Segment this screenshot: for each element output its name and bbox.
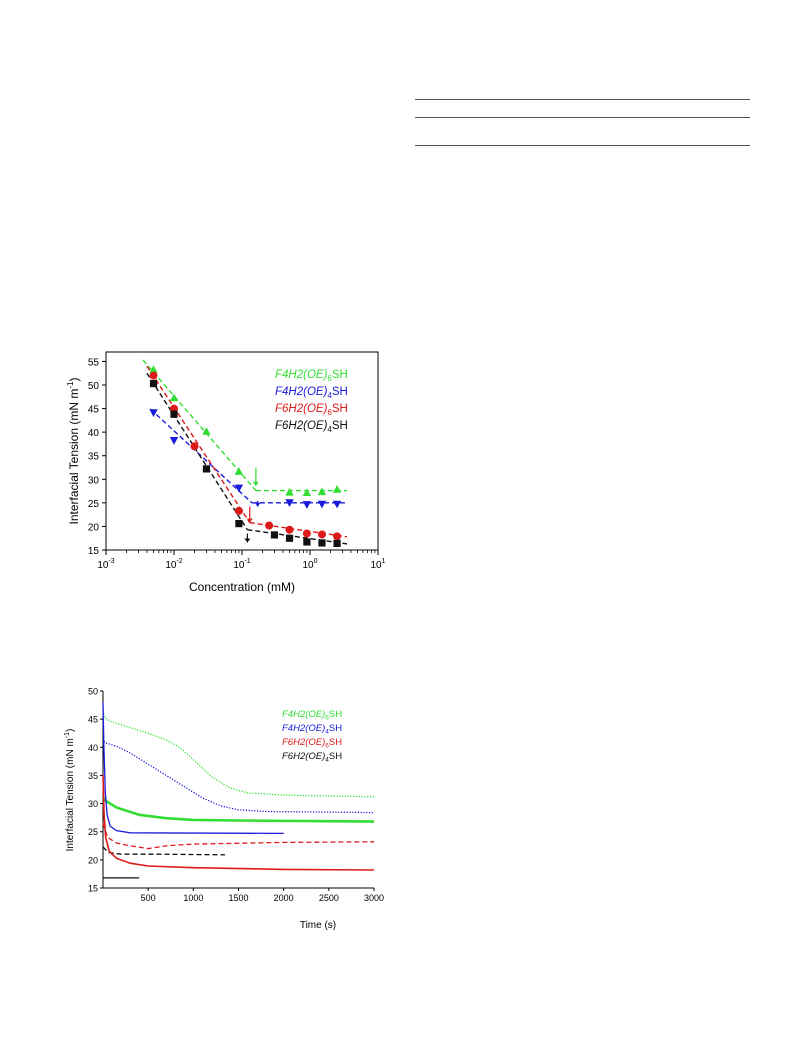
c1-data-point [317,530,326,539]
c1-y-tick-label: 35 [88,452,100,463]
c2-y-tick-label: 50 [88,687,98,697]
c1-data-point [235,520,243,528]
c1-y-axis-label: Interfacial Tension (mN m-1) [66,378,81,525]
c1-data-point [202,427,211,435]
c2-y-axis-label: Interfacial Tension (mN m-1) [64,729,76,852]
c1-fit-line [146,372,248,531]
c1-data-point [265,521,274,530]
c1-cmc-arrow-head [246,518,253,523]
c1-y-tick-label: 20 [88,522,100,533]
c2-y-tick-label: 40 [88,743,98,753]
c2-series-line [102,702,284,835]
c1-data-point [302,488,312,497]
c1-x-tick-label: 101 [370,558,385,571]
c2-x-tick-label: 500 [141,893,156,903]
c2-series-line [101,796,375,823]
c1-y-tick-label: 55 [88,357,100,368]
c2-y-tick-label: 25 [88,827,98,837]
c1-fit-line [142,359,257,492]
c1-y-tick-label: 15 [88,546,100,557]
c2-legend-entry: F4H2(OE)4SH [282,723,342,736]
c1-data-point [202,465,211,473]
c1-x-tick-label: 100 [302,558,317,571]
table-header-rule [415,117,750,118]
c2-x-tick-label: 2500 [319,893,339,903]
c1-data-point [302,529,311,538]
c1-data-point [149,379,158,388]
c2-series-line [102,775,375,871]
c1-data-point [318,539,326,547]
c2-legend-entry: F6H2(OE)4SH [282,751,342,764]
c1-x-tick-label: 10-2 [165,558,182,571]
c1-data-point [332,485,342,493]
c1-data-point [190,442,199,451]
c2-x-tick-label: 2000 [274,893,294,903]
c2-y-tick-label: 45 [88,715,98,725]
c1-fit-line [247,529,348,545]
c2-legend-entry: F4H2(OE)6SH [282,709,342,722]
c1-fit-line [146,365,251,524]
c1-cmc-arrow-head [254,502,261,507]
c1-data-point [333,532,342,541]
c1-fit-line [149,408,253,504]
c2-y-tick-label: 20 [88,855,98,865]
c2-series-line [102,823,375,850]
c1-x-tick-label: 10-3 [97,558,114,571]
c1-data-point [317,487,327,496]
c1-data-point [169,393,179,402]
c2-x-axis-label: Time (s) [300,920,336,931]
c1-legend-entry: F4H2(OE)4SH [275,386,348,400]
c1-data-point [170,410,178,418]
c2-series-line [102,846,225,856]
c1-data-point [285,487,294,496]
c1-data-point [149,371,158,380]
c1-data-point [317,500,327,509]
c2-y-tick-label: 30 [88,799,98,809]
c1-legend-entry: F6H2(OE)4SH [275,420,348,434]
c1-y-tick-label: 45 [88,405,100,416]
c2-y-tick-label: 35 [88,771,98,781]
c2-x-tick-label: 3000 [364,893,384,903]
c2-series-line [102,710,375,798]
c1-legend-entry: F6H2(OE)6SH [275,403,348,417]
c1-data-point [285,499,294,507]
c1-data-point [302,501,312,509]
c1-data-point [333,539,341,547]
c1-data-point [149,365,158,374]
c2-series-line [102,738,375,814]
c1-cmc-arrow-head [252,481,259,486]
c1-data-point [170,404,178,413]
table-top-rule [415,99,750,100]
c2-x-tick-label: 1000 [183,893,203,903]
c1-data-point [234,506,243,515]
c1-legend-entry: F4H2(OE)6SH [275,369,348,383]
c1-data-point [270,531,279,539]
c1-data-point [149,409,158,417]
c1-cmc-arrow-head [244,538,251,543]
c1-data-point [285,534,294,542]
c1-data-point [332,500,342,509]
c1-y-tick-label: 30 [88,475,100,486]
c2-legend-entry: F6H2(OE)6SH [282,737,342,750]
c1-data-point [303,538,311,546]
c1-x-tick-label: 10-1 [233,558,250,571]
c1-y-tick-label: 40 [88,428,100,439]
c1-data-point [285,525,294,534]
c1-y-tick-label: 25 [88,499,100,510]
c1-data-point [234,484,244,493]
c2-y-tick-label: 15 [88,884,98,894]
c1-data-point [234,467,244,475]
c1-x-axis-label: Concentration (mM) [189,580,295,594]
c1-y-tick-label: 50 [88,381,100,392]
c1-data-point [169,437,179,445]
c2-x-tick-label: 1500 [228,893,248,903]
table-bottom-rule [415,145,750,146]
